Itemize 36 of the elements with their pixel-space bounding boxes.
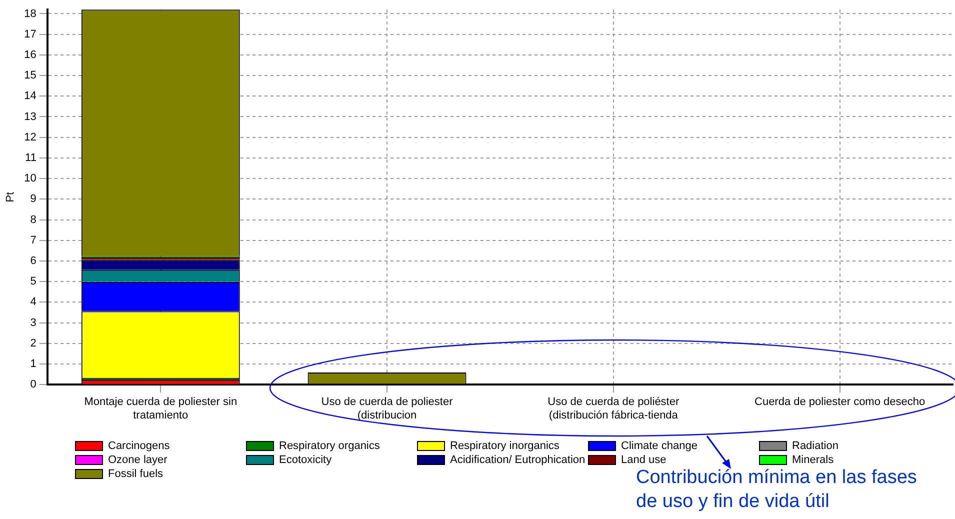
y-tick-label: 6 — [30, 255, 36, 268]
y-tick-label: 17 — [24, 28, 36, 40]
legend-label: Acidification/ Eutrophication — [450, 454, 586, 466]
legend-label: Ecotoxicity — [279, 454, 332, 466]
y-tick-label: 4 — [30, 296, 36, 308]
y-tick-label: 7 — [30, 234, 36, 246]
y-tick-label: 13 — [24, 110, 36, 123]
x-tick-label: Montaje cuerda de poliester sin tratamiento — [84, 396, 238, 422]
y-tick-label: 5 — [30, 276, 36, 288]
y-tick-label: 11 — [25, 152, 36, 164]
legend-label: Radiation — [792, 440, 838, 452]
x-tick-label: Uso de cuerda de poliester (distribucion — [321, 396, 454, 422]
text: Contribución mínima en las fases de uso y fin de vida útil — [636, 466, 918, 514]
y-tick-label: 10 — [24, 172, 36, 185]
y-tick-label: 12 — [24, 131, 36, 144]
legend-label: Carcinogens — [108, 440, 170, 452]
y-tick-label: 3 — [30, 316, 36, 329]
y-tick-label: 8 — [30, 214, 36, 226]
legend-label: Climate change — [621, 440, 698, 452]
legend-label: Fossil fuels — [108, 468, 164, 480]
legend-label: Land use — [621, 454, 666, 466]
y-tick-label: 16 — [24, 48, 36, 61]
y-tick-label: 18 — [24, 8, 36, 20]
y-tick-label: 0 — [30, 378, 36, 391]
y-tick-label: 2 — [30, 337, 36, 350]
legend-label: Minerals — [792, 454, 834, 466]
y-tick-label: 15 — [24, 70, 36, 82]
legend-label: Ozone layer — [108, 454, 168, 466]
y-tick-label: 14 — [24, 90, 36, 102]
legend-label: Respiratory organics — [279, 440, 380, 452]
x-tick-label: Cuerda de poliester como desecho — [754, 396, 926, 408]
y-tick-label: 9 — [30, 193, 36, 206]
x-tick-label: Uso de cuerda de poliéster (distribución fábrica-tienda — [548, 396, 680, 422]
y-tick-label: 1 — [30, 358, 36, 370]
legend-label: Respiratory inorganics — [450, 440, 560, 452]
y-axis-title: Pt — [4, 192, 17, 202]
